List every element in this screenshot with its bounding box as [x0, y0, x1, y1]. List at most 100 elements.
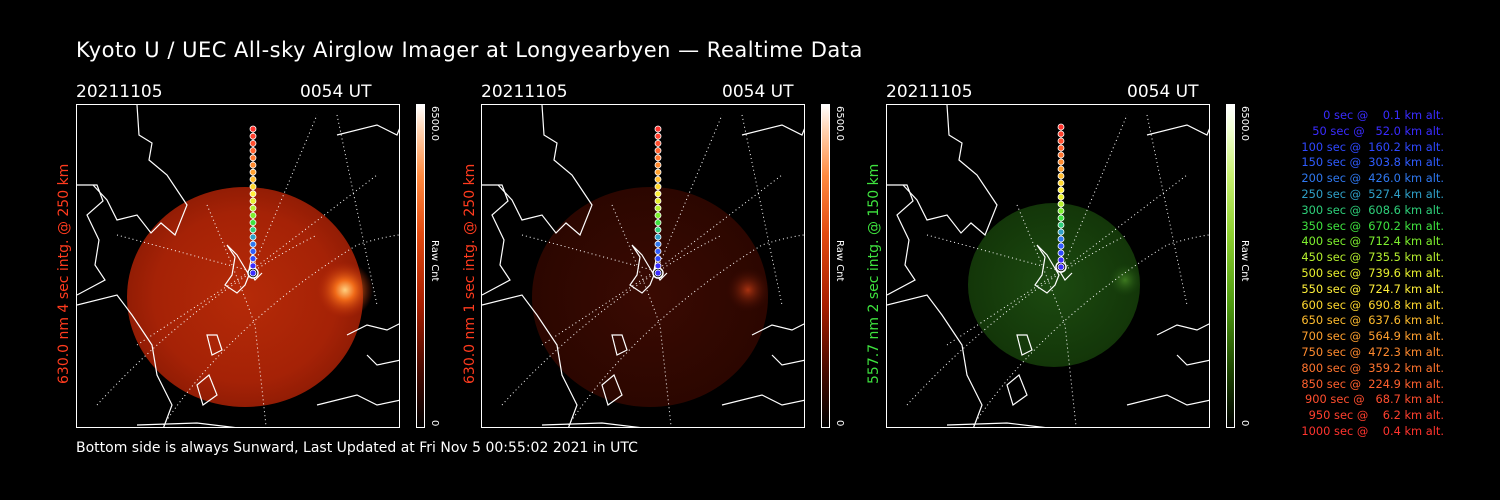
trajectory-point: [249, 125, 257, 133]
trajectory-point: [1057, 165, 1065, 173]
legend-row: 300 sec @ 608.6 km alt.: [1297, 202, 1444, 217]
panel-1-colorbar-max: 6500.0: [429, 106, 440, 141]
trajectory-point: [654, 212, 662, 219]
panel-2-colorbar-unit: Raw Cnt: [834, 240, 845, 282]
aurora-spot: [1109, 264, 1141, 296]
trajectory-point: [654, 226, 662, 234]
trajectory-point: [249, 147, 257, 154]
trajectory-point: [654, 262, 662, 270]
panel-3-wavelength-label: 557.7 nm 2 sec intg. @ 150 km: [866, 163, 882, 384]
trajectory: [247, 125, 259, 279]
trajectory: [652, 125, 664, 279]
trajectory-point: [249, 219, 257, 226]
trajectory-point: [249, 132, 257, 140]
panel-1-image: [76, 104, 400, 428]
trajectory-point: [249, 262, 257, 270]
trajectory-point: [1057, 242, 1065, 250]
trajectory-point: [249, 140, 257, 147]
panel-2-date: 20211105: [481, 82, 568, 102]
trajectory-point: [249, 161, 257, 169]
panel-2-colorbar: [821, 104, 830, 428]
trajectory-point: [249, 168, 257, 176]
trajectory-point: [1057, 158, 1065, 166]
trajectory-point: [249, 197, 257, 205]
trajectory-point: [249, 204, 257, 212]
panel-3-date: 20211105: [886, 82, 973, 102]
legend-row: 350 sec @ 670.2 km alt.: [1297, 218, 1444, 233]
lat-lon-grid: [96, 114, 399, 427]
legend-row: 800 sec @ 359.2 km alt.: [1297, 360, 1444, 375]
trajectory-point: [249, 255, 257, 263]
trajectory-point: [654, 247, 662, 255]
panel-1-wavelength-label: 630.0 nm 4 sec intg. @ 250 km: [56, 163, 72, 384]
legend-row: 150 sec @ 303.8 km alt.: [1297, 155, 1444, 170]
aurora-spot: [726, 268, 770, 312]
legend-row: 1000 sec @ 0.4 km alt.: [1301, 423, 1444, 438]
legend-row: 250 sec @ 527.4 km alt.: [1297, 186, 1444, 201]
trajectory-point: [1057, 144, 1065, 152]
trajectory-point: [249, 269, 257, 277]
trajectory-point: [1057, 186, 1065, 194]
trajectory-point: [1057, 263, 1065, 271]
trajectory-point: [249, 233, 257, 241]
legend-row: 700 sec @ 564.9 km alt.: [1297, 329, 1444, 344]
trajectory-point: [1057, 123, 1065, 131]
trajectory-point: [654, 204, 662, 212]
trajectory-point: [249, 176, 257, 183]
trajectory-point: [249, 190, 257, 198]
trajectory-point: [654, 176, 662, 183]
panel-1-colorbar-min: 0: [429, 420, 440, 427]
panel-1-time: 0054 UT: [300, 82, 372, 102]
trajectory-point: [1057, 228, 1065, 236]
trajectory-point: [654, 132, 662, 140]
legend-row: 550 sec @ 724.7 km alt.: [1297, 281, 1444, 296]
legend-row: 600 sec @ 690.8 km alt.: [1297, 297, 1444, 312]
legend-row: 0 sec @ 0.1 km alt.: [1312, 108, 1444, 122]
trajectory-point: [654, 183, 662, 190]
panel-3-time: 0054 UT: [1127, 82, 1199, 102]
trajectory-point: [1057, 179, 1065, 187]
trajectory: [1055, 123, 1067, 273]
trajectory-point: [654, 154, 662, 162]
trajectory-point: [654, 233, 662, 241]
trajectory-point: [654, 197, 662, 205]
trajectory-point: [249, 183, 257, 190]
panel-2-wavelength-label: 630.0 nm 1 sec intg. @ 250 km: [462, 163, 478, 384]
aurora-spot: [317, 262, 373, 318]
panel-2-colorbar-min: 0: [834, 420, 845, 427]
trajectory-point: [654, 140, 662, 147]
trajectory-point: [1057, 130, 1065, 138]
panel-2-skymap: [482, 105, 804, 427]
trajectory-point: [249, 247, 257, 255]
trajectory-point: [1057, 151, 1065, 159]
legend-row: 850 sec @ 224.9 km alt.: [1297, 376, 1444, 391]
altitude-time-legend: 0 sec @ 0.1 km alt. 50 sec @ 52.0 km alt…: [1248, 108, 1444, 440]
trajectory-point: [654, 269, 662, 277]
panel-2-image: [481, 104, 805, 428]
trajectory-point: [1057, 214, 1065, 222]
trajectory-point: [1057, 172, 1065, 180]
legend-row: 950 sec @ 6.2 km alt.: [1305, 408, 1444, 423]
lat-lon-grid: [906, 114, 1209, 427]
panel-3-skymap: [887, 105, 1209, 427]
trajectory-point: [1057, 200, 1065, 208]
legend-row: 100 sec @ 160.2 km alt.: [1297, 139, 1444, 154]
trajectory-point: [249, 212, 257, 219]
trajectory-point: [1057, 221, 1065, 229]
lat-lon-grid: [501, 114, 804, 427]
trajectory-point: [654, 147, 662, 154]
trajectory-point: [1057, 256, 1065, 264]
trajectory-point: [1057, 207, 1065, 215]
trajectory-point: [654, 161, 662, 169]
page-title: Kyoto U / UEC All-sky Airglow Imager at …: [76, 38, 863, 62]
trajectory-point: [249, 226, 257, 234]
trajectory-point: [1057, 249, 1065, 257]
panel-2-time: 0054 UT: [722, 82, 794, 102]
legend-row: 200 sec @ 426.0 km alt.: [1297, 171, 1444, 186]
panel-1-colorbar-unit: Raw Cnt: [429, 240, 440, 282]
legend-row: 500 sec @ 739.6 km alt.: [1297, 265, 1444, 280]
panel-1-skymap: [77, 105, 399, 427]
footer-note: Bottom side is always Sunward, Last Upda…: [76, 440, 638, 456]
trajectory-point: [1057, 193, 1065, 201]
trajectory-point: [654, 125, 662, 133]
